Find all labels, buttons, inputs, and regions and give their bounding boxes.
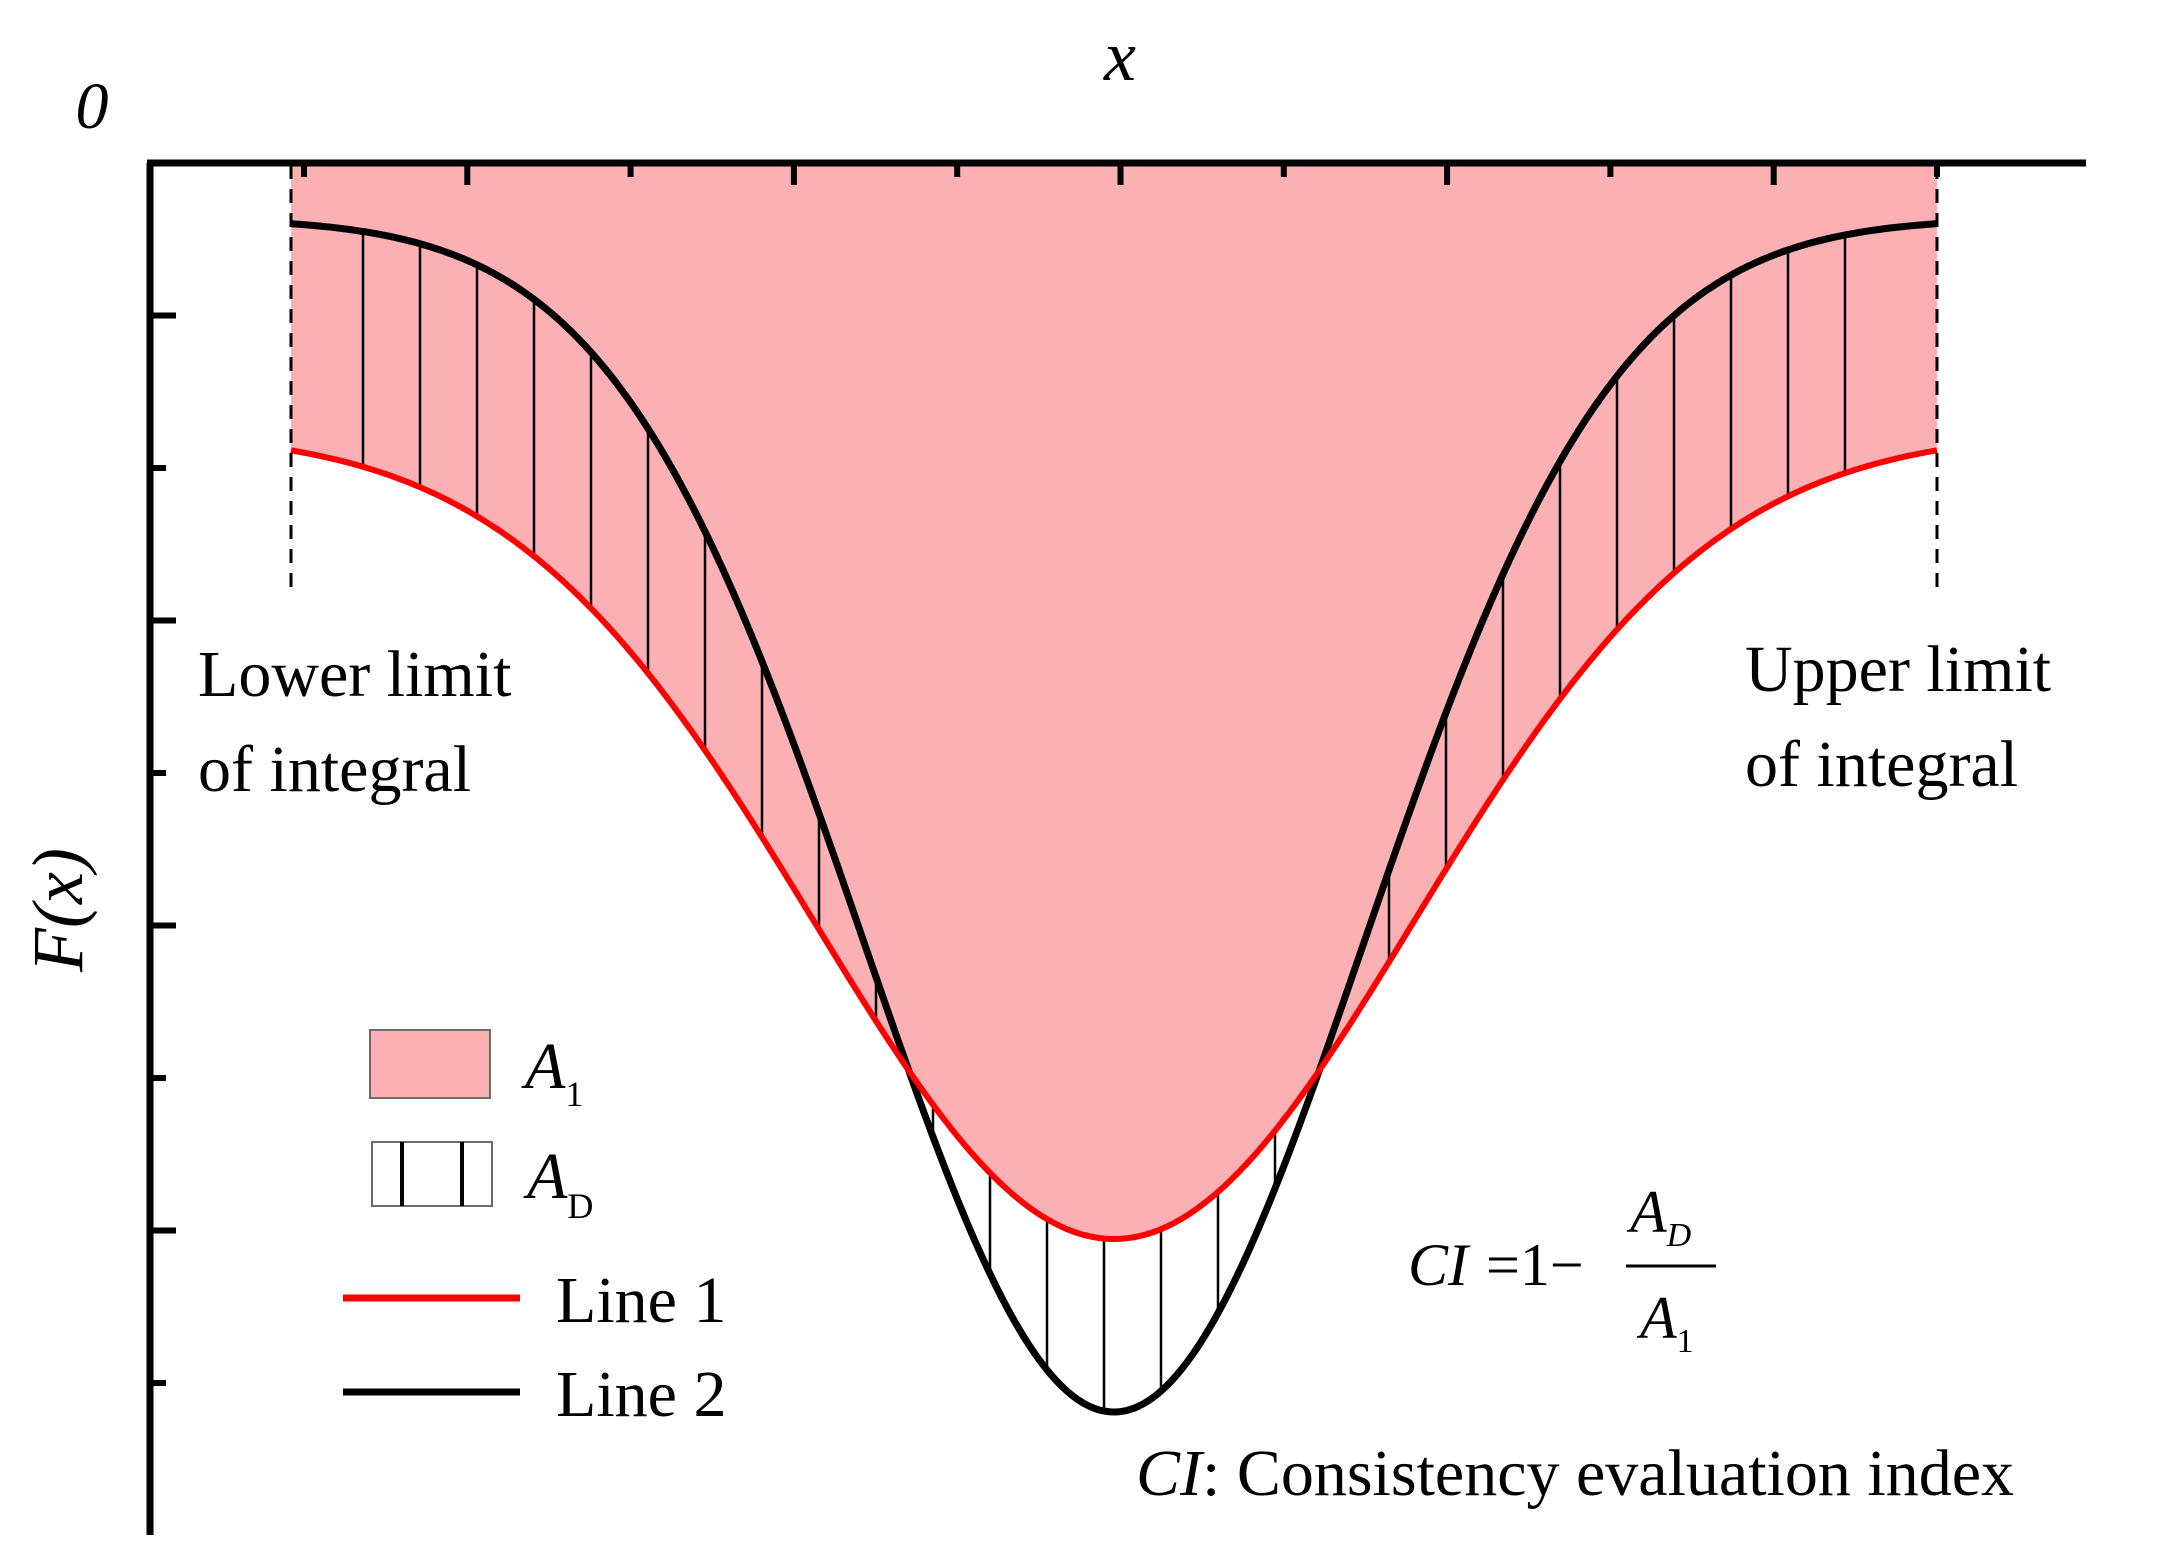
formula-lhs: CI [1408, 1232, 1471, 1298]
upper-limit-label-line2: of integral [1745, 728, 2018, 801]
lower-limit-label-line1: Lower limit [198, 638, 511, 711]
x-axis-label: x [1103, 16, 1136, 96]
y-axis-label: F(x) [18, 848, 98, 973]
lower-limit-label-line2: of integral [198, 733, 471, 806]
formula-denominator: A1 [1636, 1285, 1694, 1360]
legend-line1-label: Line 1 [556, 1264, 726, 1337]
legend-ad-swatch [371, 1141, 493, 1207]
legend: A1 AD Line 1 Line 2 [343, 1029, 726, 1431]
legend-a1-label: A1 [521, 1030, 583, 1114]
legend-line2-label: Line 2 [556, 1358, 726, 1431]
line-1-curve [290, 447, 1938, 1242]
area-ad-hatch [361, 231, 1847, 1411]
ci-definition: CI: Consistency evaluation index [1136, 1437, 2014, 1510]
formula-equals: =1− [1486, 1232, 1584, 1298]
axis-ticks [150, 163, 1940, 1386]
upper-limit-label-line1: Upper limit [1745, 633, 2051, 706]
line-2-curve [290, 220, 1939, 1416]
legend-a1-swatch [369, 1029, 491, 1099]
area-a1 [291, 163, 1937, 1239]
formula-numerator: AD [1626, 1179, 1692, 1254]
ci-formula: CI =1− AD A1 [1408, 1179, 1716, 1360]
origin-label: 0 [76, 70, 109, 143]
legend-ad-label: AD [523, 1140, 593, 1226]
